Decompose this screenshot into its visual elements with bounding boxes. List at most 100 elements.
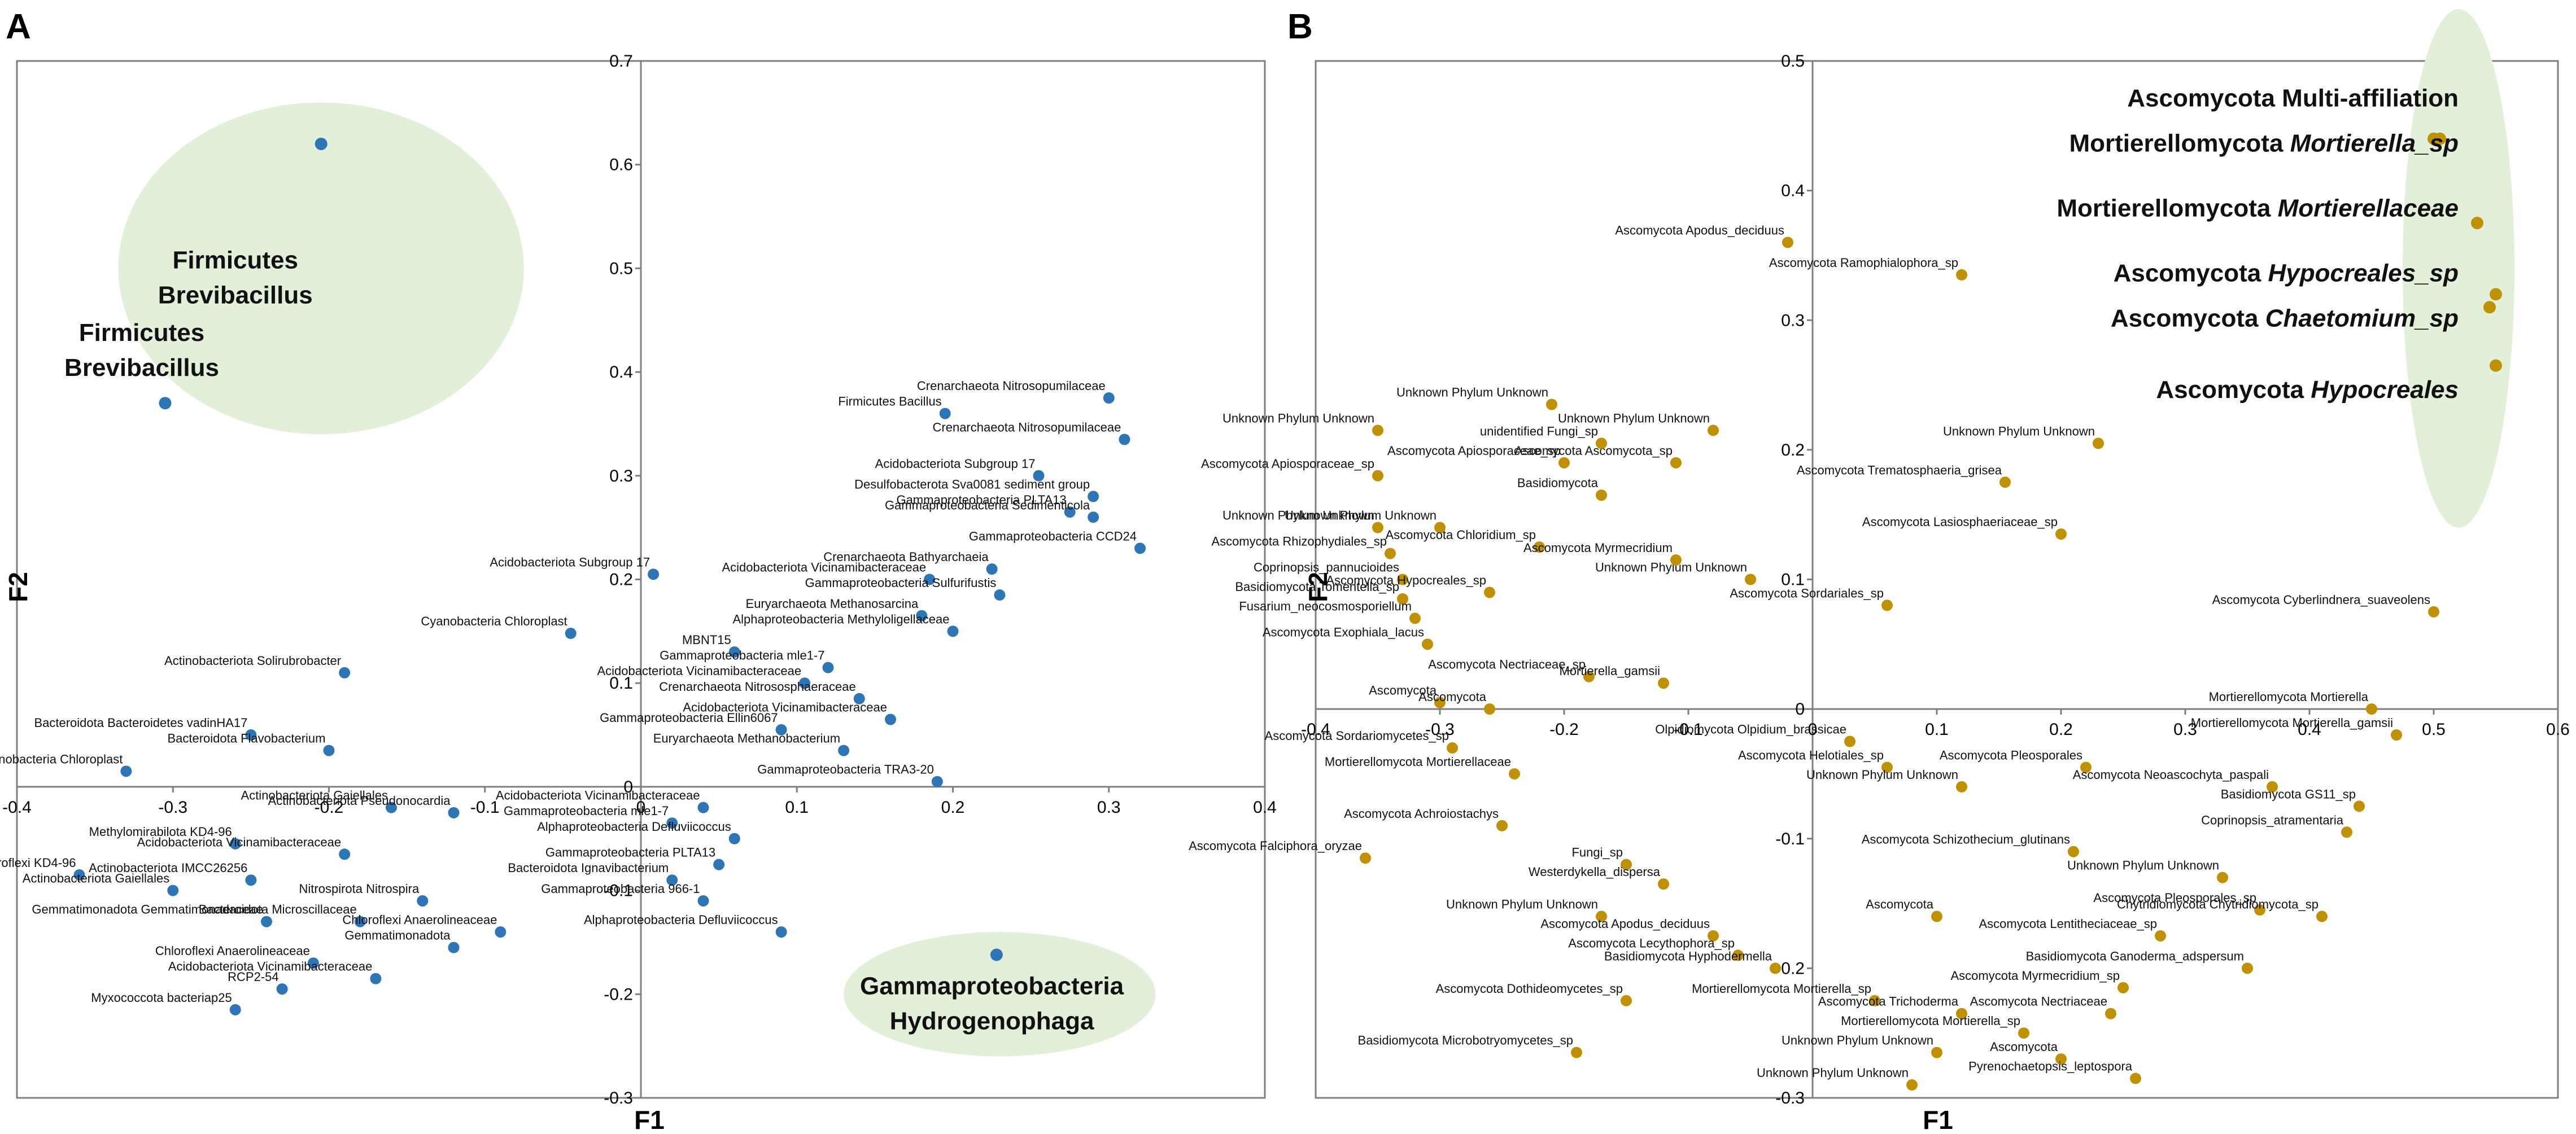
panel-b-point-label: Coprinopsis_atramentaria xyxy=(2201,813,2344,827)
panel-a-data-point xyxy=(1103,392,1115,404)
panel-a-highlight-label: Hydrogenophaga xyxy=(890,1007,1094,1035)
panel-a-point-label: Chloroflexi KD4-96 xyxy=(0,856,76,870)
panel-a-chart: -0.4 -0.3 -0.2 -0.1 0 0.1 0.2 0.3 0.4 -0.3 -0.2 -0.… xyxy=(0,52,1277,1107)
panel-a-point-label: Gemmatimonadota Gemmatimonadaceae xyxy=(32,903,263,917)
panel-b-point-label: Basidiomycota Hyphodermella xyxy=(1604,949,1772,963)
panel-b-y-tick-label: 0.2 xyxy=(1781,441,1805,459)
panel-b-data-point xyxy=(1484,586,1495,598)
panel-b-data-point xyxy=(1999,476,2011,488)
panel-b-highlight-label: Ascomycota Chaetomium_sp xyxy=(2111,305,2459,332)
panel-b-point-label: Ascomycota Apodus_deciduus xyxy=(1615,223,1784,237)
panel-b-data-point xyxy=(2391,729,2402,741)
panel-b-x-tick-label: -0.2 xyxy=(1549,720,1579,739)
panel-a-point-label: Gammaproteobacteria TRA3-20 xyxy=(757,763,934,777)
panel-a-data-point xyxy=(986,563,998,575)
panel-a-highlight-point xyxy=(159,397,172,410)
panel-b-chart: -0.4 -0.3 -0.2 -0.1 0 0.1 0.2 0.3 0.4 0.5 0.6 -0.3 -… xyxy=(1189,9,2570,1107)
panel-a-point-label: Alphaproteobacteria Defluviicoccus xyxy=(584,913,778,927)
panel-a-highlight-label: Brevibacillus xyxy=(158,281,313,309)
panel-b-data-point xyxy=(1869,995,1880,1006)
panel-a-y-tick-label: 0.2 xyxy=(609,571,633,589)
panel-b-data-point xyxy=(1422,638,1433,650)
panel-b-point-label: Ascomycota Dothideomycetes_sp xyxy=(1436,982,1623,996)
panel-a-data-point xyxy=(697,895,709,907)
panel-a-data-point xyxy=(666,817,678,829)
panel-a-x-tick-label: 0 xyxy=(636,798,646,817)
panel-a-highlight-label: Brevibacillus xyxy=(64,354,219,382)
panel-b-highlight-point xyxy=(2490,288,2502,301)
panel-b-data-point xyxy=(2093,437,2104,449)
panel-a-y-tick-label: 0.7 xyxy=(609,52,633,71)
panel-a-point-label: Alphaproteobacteria Defluviicoccus xyxy=(537,820,731,834)
panel-b-data-point xyxy=(2341,826,2352,838)
panel-a-data-point xyxy=(775,926,787,938)
panel-b-highlight-label: Ascomycota Hypocreales_sp xyxy=(2114,259,2459,287)
panel-a-highlight-point xyxy=(315,137,328,150)
panel-b-data-point xyxy=(1372,470,1383,481)
panel-b-data-point xyxy=(2130,1072,2141,1084)
panel-b-point-label: Ascomycota Sordariomycetes_sp xyxy=(1265,729,1449,743)
panel-b-x-tick-label: 0 xyxy=(1808,720,1818,739)
panel-b-data-point xyxy=(1906,1079,1918,1091)
panel-b-x-tick-label: 0.3 xyxy=(2173,720,2197,739)
panel-a-data-point xyxy=(924,573,936,585)
panel-a-x-tick-label: -0.1 xyxy=(470,798,500,817)
panel-b-point-label: Mortierellomycota Mortierella_sp xyxy=(1841,1014,2020,1028)
panel-b-data-point xyxy=(1509,768,1520,780)
panel-b-point-label: Mortierellomycota Mortierellaceae xyxy=(1325,755,1511,769)
panel-b-point-label: Basidiomycota Microbotryomycetes_sp xyxy=(1358,1034,1573,1048)
panel-a-y-tick-label: 0 xyxy=(623,778,633,796)
panel-b-point-label: Ascomycota Pleosporales_sp xyxy=(2093,891,2256,905)
panel-b-point-label: Unknown Phylum Unknown xyxy=(1222,509,1374,523)
panel-a-data-point xyxy=(448,942,460,953)
panel-a-x-tick-label: 0.2 xyxy=(941,798,965,817)
panel-b-plot-frame xyxy=(1315,60,2559,1099)
panel-b-point-label: Ascomycota Cyberlindnera_suaveolens xyxy=(2212,593,2430,607)
panel-b-point-label: Unknown Phylum Unknown xyxy=(1396,386,1548,400)
panel-a-data-point xyxy=(339,848,351,860)
panel-a-data-point xyxy=(885,713,896,725)
panel-b-point-label: Mortierellomycota Mortierella xyxy=(2209,690,2369,704)
panel-b-point-label: Westerdykella_dispersa xyxy=(1529,865,1661,879)
panel-b-data-point xyxy=(1770,962,1781,974)
panel-b-data-point xyxy=(1745,573,1756,585)
panel-b-highlight-label: Ascomycota Multi-affiliation xyxy=(2127,84,2459,112)
panel-b-data-point xyxy=(2080,761,2092,773)
panel-b-y-tick-label: -0.3 xyxy=(1775,1089,1805,1107)
panel-a-y-tick-label: 0.3 xyxy=(609,467,633,485)
panel-b-y-tick-label: 0.3 xyxy=(1781,311,1805,330)
panel-a-data-point xyxy=(1064,506,1076,518)
panel-b-point-label: Unknown Phylum Unknown xyxy=(1806,768,1958,782)
panel-a-data-point xyxy=(73,869,85,881)
panel-b-point-label: Ascomycota Apiosporaceae_sp xyxy=(1201,457,1374,471)
panel-a-point-label: Nitrospirota Nitrospira xyxy=(299,882,420,896)
panel-b-point-label: Coprinopsis_pannucioides xyxy=(1254,561,1399,575)
panel-b-point-label: Ascomycota Lasiosphaeriaceae_sp xyxy=(1862,515,2058,529)
panel-a-point-label: Alphaproteobacteria Methyloligellaceae xyxy=(732,612,949,626)
panel-a-point-label: Cyanobacteria Chloroplast xyxy=(421,614,567,628)
panel-a-point-label: Firmicutes Bacillus xyxy=(838,395,941,409)
panel-a-data-point xyxy=(947,625,959,637)
panel-b-data-point xyxy=(1372,424,1383,436)
panel-a-point-label: Bacteroidota Microscillaceae xyxy=(199,903,357,917)
panel-b-data-point xyxy=(2055,1053,2067,1065)
panel-a-point-label: Myxococcota bacteriap25 xyxy=(91,991,232,1005)
panel-b-point-label: Mortierellomycota Mortierella_gamsii xyxy=(2191,716,2393,730)
panel-a-y-tick-label: 0.5 xyxy=(609,259,633,278)
panel-a-data-point xyxy=(728,833,740,844)
panel-b-point-label: Basidiomycota GS11_sp xyxy=(2221,787,2356,801)
panel-b-x-tick-label: -0.4 xyxy=(1301,720,1330,739)
panel-b-data-point xyxy=(1596,437,1607,449)
panel-b-x-tick-label: 0.5 xyxy=(2422,720,2446,739)
panel-a-point-label: Gammaproteobacteria CCD24 xyxy=(969,529,1137,543)
panel-b-point-label: Unknown Phylum Unknown xyxy=(1757,1066,1909,1080)
panel-a-y-tick-label: 0.1 xyxy=(609,674,633,693)
panel-b-point-label: Ascomycota Rhizophydiales_sp xyxy=(1211,535,1387,549)
panel-a-y-tick-label: 0.4 xyxy=(609,363,633,382)
panel-b-data-point xyxy=(1670,554,1682,566)
panel-a-data-point xyxy=(931,776,943,787)
panel-b-data-point xyxy=(1881,761,1893,773)
panel-b-point-label: Ascomycota Neoascochyta_paspali xyxy=(2073,768,2269,782)
panel-a-point-label: Crenarchaeota Bathyarchaeia xyxy=(823,550,989,564)
panel-a-data-point xyxy=(339,667,351,678)
